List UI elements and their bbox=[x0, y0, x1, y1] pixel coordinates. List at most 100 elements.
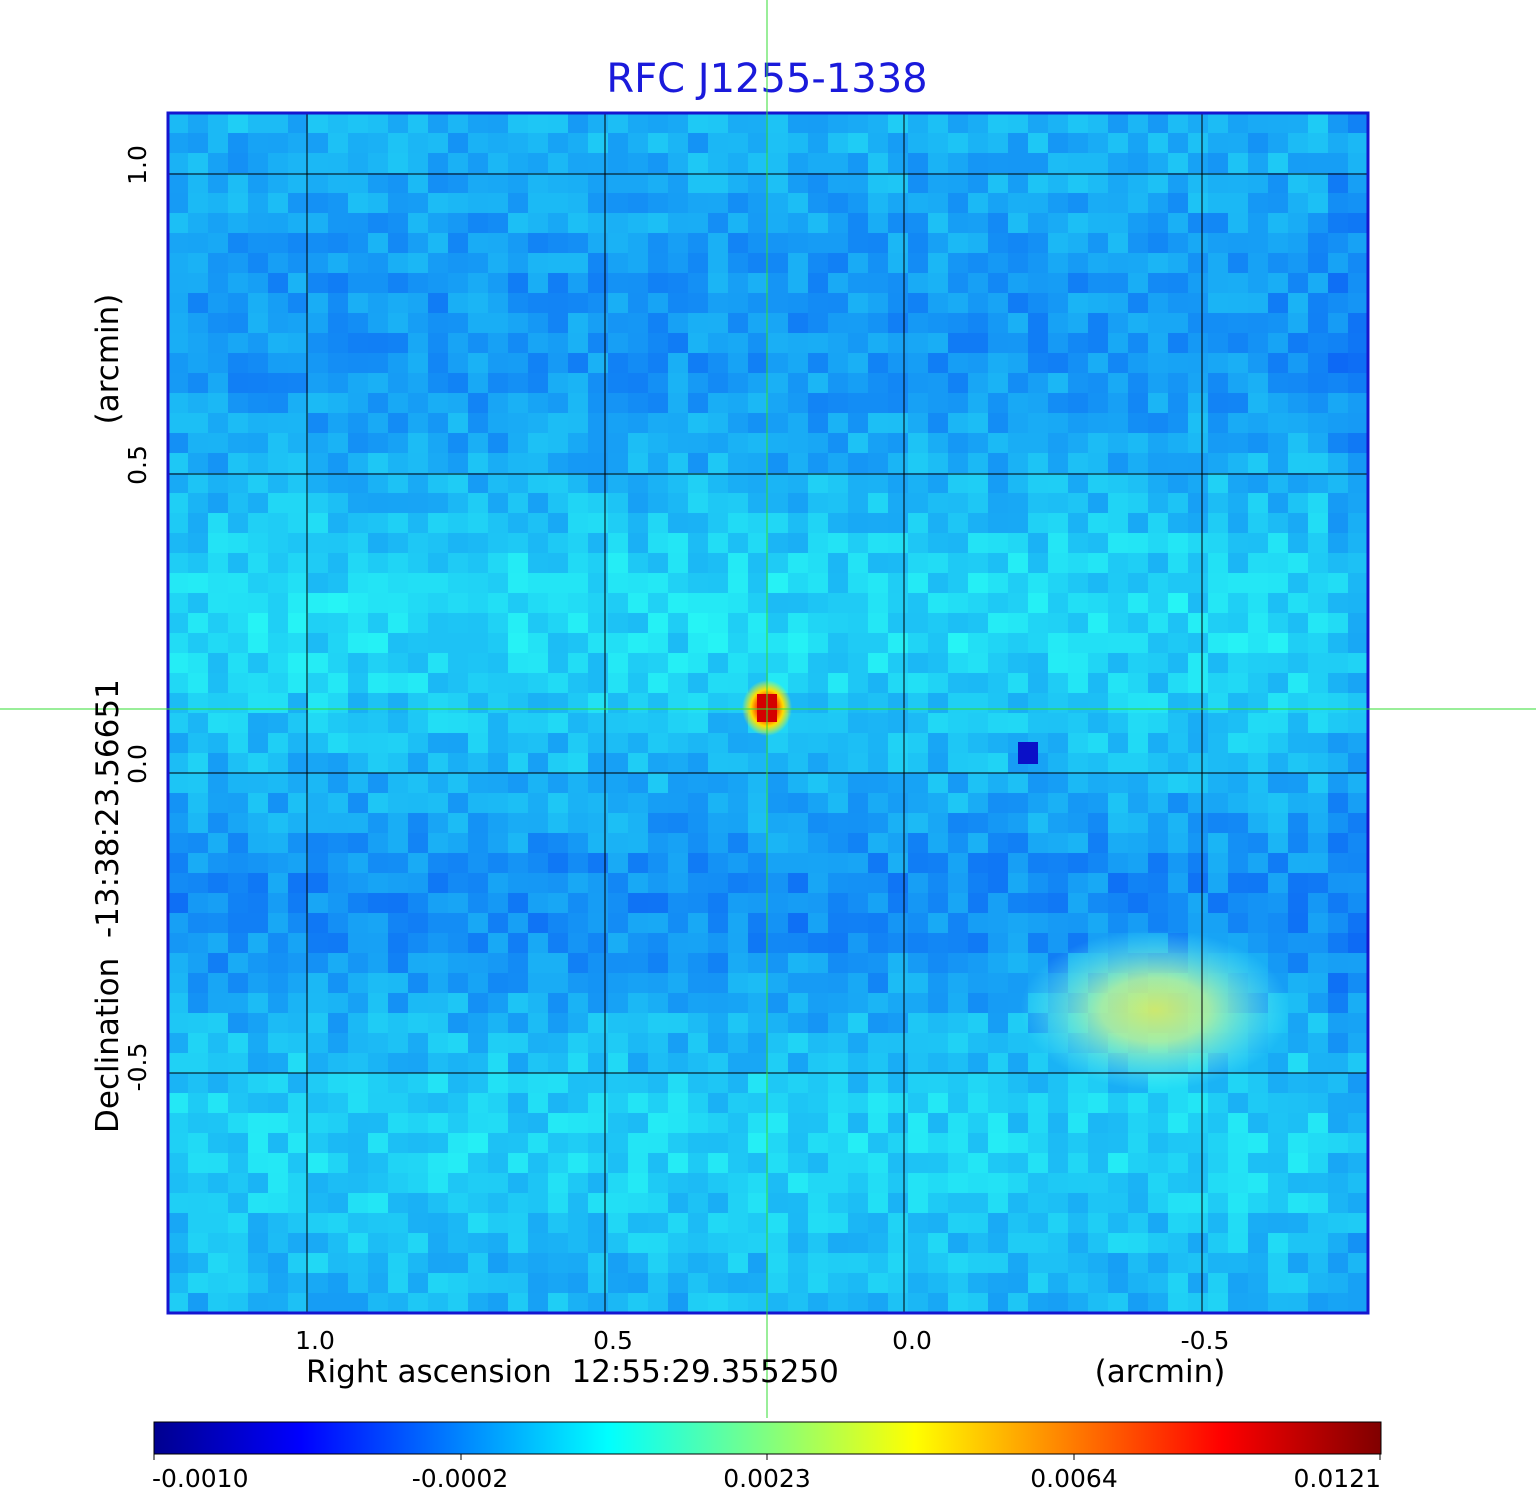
image-pixel bbox=[1248, 853, 1269, 874]
image-pixel bbox=[848, 1173, 869, 1194]
image-pixel bbox=[988, 253, 1009, 274]
image-pixel bbox=[288, 673, 309, 694]
x-axis-label: Right ascension 12:55:29.355250 bbox=[306, 1354, 839, 1390]
image-pixel bbox=[568, 993, 589, 1014]
image-pixel bbox=[908, 893, 929, 914]
image-pixel bbox=[428, 293, 449, 314]
image-pixel bbox=[888, 153, 909, 174]
image-pixel bbox=[228, 1233, 249, 1254]
image-pixel bbox=[548, 853, 569, 874]
image-pixel bbox=[488, 833, 509, 854]
image-pixel bbox=[328, 1093, 349, 1114]
image-pixel bbox=[1308, 973, 1329, 994]
image-pixel bbox=[1328, 453, 1349, 474]
image-pixel bbox=[648, 553, 669, 574]
image-pixel bbox=[548, 1073, 569, 1094]
image-pixel bbox=[308, 573, 329, 594]
image-pixel bbox=[928, 1073, 949, 1094]
image-pixel bbox=[988, 193, 1009, 214]
image-pixel bbox=[588, 813, 609, 834]
image-pixel bbox=[588, 1253, 609, 1274]
image-pixel bbox=[648, 473, 669, 494]
image-pixel bbox=[728, 1093, 749, 1114]
image-pixel bbox=[528, 1073, 549, 1094]
image-pixel bbox=[308, 893, 329, 914]
image-pixel bbox=[168, 633, 189, 654]
image-pixel bbox=[1048, 153, 1069, 174]
image-pixel bbox=[368, 1013, 389, 1034]
image-pixel bbox=[428, 1093, 449, 1114]
image-pixel bbox=[1268, 593, 1289, 614]
image-pixel bbox=[408, 533, 429, 554]
image-pixel bbox=[1128, 753, 1149, 774]
image-pixel bbox=[228, 833, 249, 854]
image-pixel bbox=[668, 553, 689, 574]
image-pixel bbox=[548, 713, 569, 734]
image-pixel bbox=[1208, 793, 1229, 814]
image-pixel bbox=[648, 813, 669, 834]
image-pixel bbox=[1268, 1173, 1289, 1194]
image-pixel bbox=[648, 653, 669, 674]
image-pixel bbox=[1288, 973, 1309, 994]
image-pixel bbox=[968, 753, 989, 774]
image-pixel bbox=[308, 513, 329, 534]
image-pixel bbox=[208, 653, 229, 674]
image-pixel bbox=[448, 613, 469, 634]
image-pixel bbox=[448, 893, 469, 914]
image-pixel bbox=[1008, 553, 1029, 574]
image-pixel bbox=[868, 213, 889, 234]
image-pixel bbox=[328, 293, 349, 314]
image-pixel bbox=[1028, 693, 1049, 714]
image-pixel bbox=[188, 933, 209, 954]
image-pixel bbox=[648, 293, 669, 314]
image-pixel bbox=[1148, 213, 1169, 234]
image-pixel bbox=[208, 693, 229, 714]
image-pixel bbox=[1188, 1193, 1209, 1214]
image-pixel bbox=[628, 493, 649, 514]
image-pixel bbox=[1248, 293, 1269, 314]
image-pixel bbox=[368, 133, 389, 154]
image-pixel bbox=[448, 1193, 469, 1214]
image-pixel bbox=[708, 573, 729, 594]
image-pixel bbox=[1188, 133, 1209, 154]
image-pixel bbox=[1348, 1233, 1369, 1254]
image-pixel bbox=[628, 1033, 649, 1054]
image-pixel bbox=[868, 1193, 889, 1214]
image-pixel bbox=[428, 433, 449, 454]
image-pixel bbox=[948, 773, 969, 794]
image-pixel bbox=[768, 173, 789, 194]
image-pixel bbox=[1068, 473, 1089, 494]
image-pixel bbox=[268, 393, 289, 414]
image-pixel bbox=[1328, 1073, 1349, 1094]
image-pixel bbox=[208, 133, 229, 154]
image-pixel bbox=[908, 953, 929, 974]
image-pixel bbox=[608, 873, 629, 894]
image-pixel bbox=[988, 493, 1009, 514]
image-pixel bbox=[1328, 373, 1349, 394]
image-pixel bbox=[1008, 593, 1029, 614]
image-pixel bbox=[1208, 733, 1229, 754]
image-pixel bbox=[968, 253, 989, 274]
image-pixel bbox=[288, 873, 309, 894]
image-pixel bbox=[308, 993, 329, 1014]
image-pixel bbox=[1088, 1293, 1109, 1314]
image-pixel bbox=[1308, 953, 1329, 974]
image-pixel bbox=[688, 693, 709, 714]
image-pixel bbox=[928, 693, 949, 714]
image-pixel bbox=[1148, 1293, 1169, 1314]
image-pixel bbox=[428, 913, 449, 934]
image-pixel bbox=[1188, 1133, 1209, 1154]
image-pixel bbox=[1168, 733, 1189, 754]
image-pixel bbox=[1108, 273, 1129, 294]
image-pixel bbox=[728, 413, 749, 434]
image-pixel bbox=[708, 553, 729, 574]
image-pixel bbox=[308, 253, 329, 274]
image-pixel bbox=[1228, 113, 1249, 134]
image-pixel bbox=[968, 333, 989, 354]
image-pixel bbox=[608, 493, 629, 514]
image-pixel bbox=[1088, 213, 1109, 234]
image-pixel bbox=[308, 1093, 329, 1114]
image-pixel bbox=[488, 1293, 509, 1314]
image-pixel bbox=[588, 1273, 609, 1294]
image-pixel bbox=[568, 1253, 589, 1274]
